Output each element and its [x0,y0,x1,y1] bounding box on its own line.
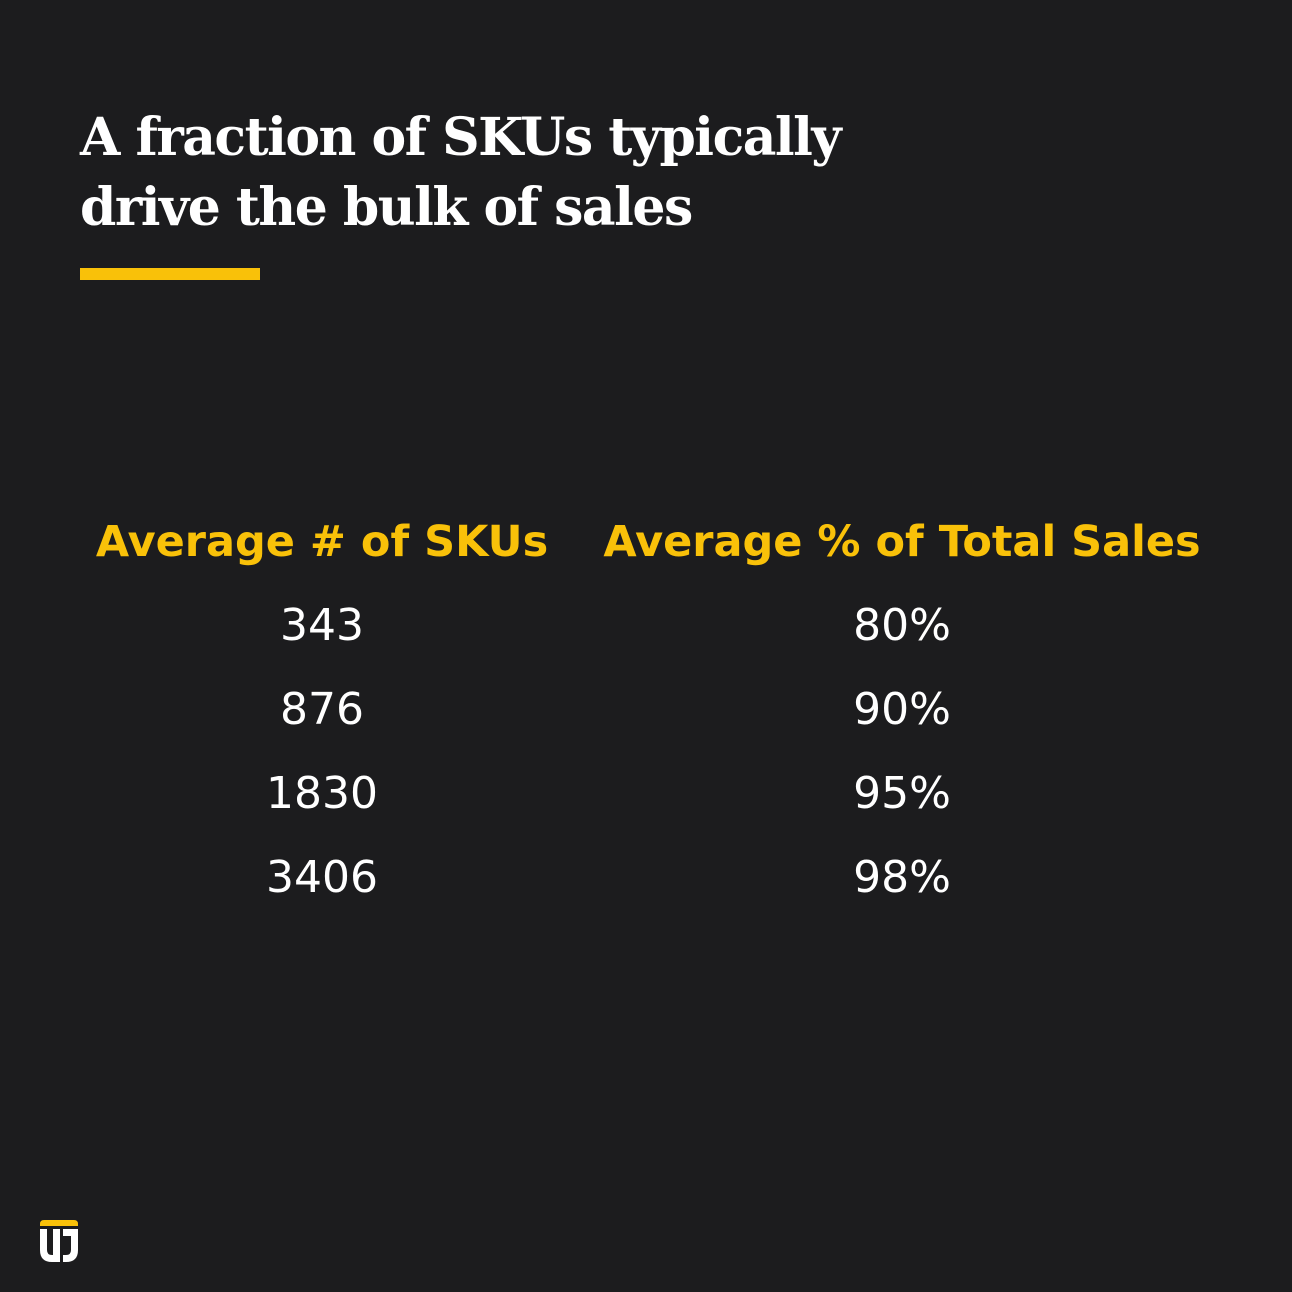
table-cell-sales-share: 90% [853,684,951,735]
title-line-1: A fraction of SKUs typically [80,107,842,168]
table-column-sales-share: Average % of Total Sales 80% 90% 95% 98% [602,510,1202,920]
page-title: A fraction of SKUs typically drive the b… [80,103,980,243]
title-accent-bar [80,268,260,280]
table-column-sku-count: Average # of SKUs 343 876 1830 3406 [92,510,552,920]
tj-logo-icon [40,1220,78,1262]
column-header-sku-count: Average # of SKUs [95,517,549,567]
table-cell-sales-share: 98% [853,852,951,903]
table-cell-sales-share: 80% [853,600,951,651]
column-header-sales-share: Average % of Total Sales [603,517,1201,567]
table-cell-sku-count: 3406 [266,852,378,903]
table-cell-sales-share: 95% [853,768,951,819]
title-line-2: drive the bulk of sales [80,177,693,238]
table-cell-sku-count: 343 [280,600,364,651]
table-cell-sku-count: 1830 [266,768,378,819]
table-cell-sku-count: 876 [280,684,364,735]
